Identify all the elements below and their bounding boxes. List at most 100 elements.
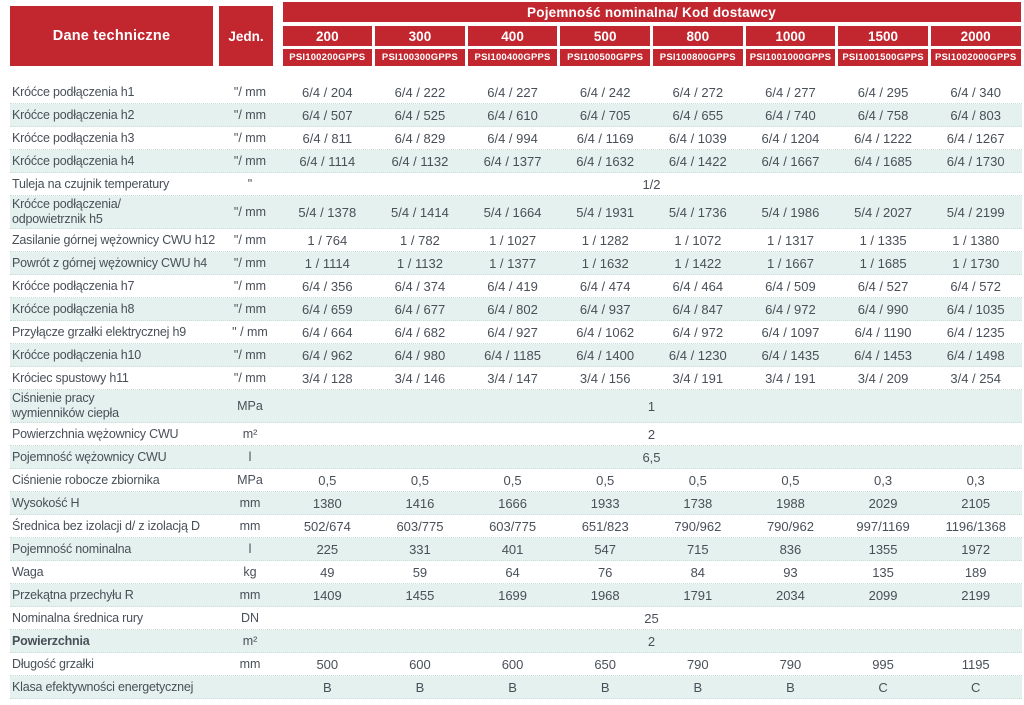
row-value: 6/4 / 277 <box>765 84 816 100</box>
row-value: 2034 <box>775 587 805 603</box>
table-row: Ciśnienie robocze zbiornika MPa 0,5 0,5 0,5 0… <box>10 469 1022 492</box>
row-value: 1196/1368 <box>945 518 1006 534</box>
row-value: 790 <box>686 656 709 672</box>
row-unit: "/ mm <box>233 205 267 219</box>
row-unit: "/ mm <box>233 108 267 122</box>
row-unit: l <box>248 542 252 556</box>
row-value: 1791 <box>683 587 713 603</box>
row-value: 6/4 / 682 <box>394 324 446 340</box>
table-row: Pojemność wężownicy CWU l 6,5 <box>10 446 1022 469</box>
product-column: 800 PSI100800GPPS <box>653 26 743 66</box>
row-label: Króćce podłączenia h1 <box>12 84 135 99</box>
row-value: 6/4 / 1062 <box>576 324 635 340</box>
row-unit: "/ mm <box>233 348 267 362</box>
row-value: 6/4 / 1097 <box>761 324 820 340</box>
row-value: 1 / 1335 <box>859 232 907 248</box>
row-unit: mm <box>239 588 261 602</box>
row-value: 6/4 / 374 <box>394 278 446 294</box>
row-value: 5/4 / 1664 <box>483 204 542 220</box>
row-unit: "/ mm <box>233 279 267 293</box>
row-value: 651/823 <box>581 518 629 534</box>
row-unit: m² <box>242 427 258 441</box>
table-row: Klasa efektywności energetycznej B B B B B B C C <box>10 676 1022 699</box>
row-value: 1455 <box>405 587 435 603</box>
row-value: 6/4 / 1498 <box>946 347 1005 363</box>
row-unit: MPa <box>237 399 263 413</box>
row-value: 6/4 / 1222 <box>854 130 912 146</box>
row-value: 6/4 / 1169 <box>576 130 634 146</box>
row-value: 1 / 1377 <box>489 255 537 271</box>
row-value: 6/4 / 758 <box>857 107 909 123</box>
row-unit: "/ mm <box>233 154 267 168</box>
row-value: B <box>786 679 795 695</box>
row-label: Waga <box>12 564 44 579</box>
table-row: Powrót z górnej wężownicy CWU h4 "/ mm 1 /… <box>10 252 1022 275</box>
row-unit: " / mm <box>232 325 268 339</box>
row-value: 84 <box>690 564 706 580</box>
row-value: 6/4 / 1035 <box>946 301 1005 317</box>
table-row: Króćce podłączenia h7 "/ mm 6/4 / 356 6/4 /… <box>10 275 1022 298</box>
table-row: Zasilanie górnej wężownicy CWU h12 "/ mm 1… <box>10 229 1022 252</box>
row-value: 6/4 / 356 <box>302 278 353 294</box>
row-value: 1699 <box>498 587 528 603</box>
row-value: 6/4 / 927 <box>487 324 538 340</box>
row-span-value: 1/2 <box>642 176 661 192</box>
header-products: Pojemność nominalna/ Kod dostawcy 200 PSI… <box>281 2 1022 66</box>
row-value: 3/4 / 254 <box>950 370 1001 386</box>
row-value: 790/962 <box>766 518 814 534</box>
row-label: Króćce podłączenia h2 <box>12 107 135 122</box>
table-row: Długość grzałki mm 500 600 600 650 790 790 995 11… <box>10 653 1022 676</box>
product-column: 500 PSI100500GPPS <box>560 26 650 66</box>
row-value: 6/4 / 847 <box>672 301 724 317</box>
table-row: Nominalna średnica rury DN 25 <box>10 607 1022 630</box>
row-value: 2029 <box>868 495 898 511</box>
row-value: 49 <box>320 564 335 580</box>
row-value: 6/4 / 677 <box>394 301 446 317</box>
row-label: Króciec spustowy h11 <box>12 370 129 385</box>
table-row: Przekątna przechyłu R mm 1409 1455 1699 1968 1… <box>10 584 1022 607</box>
row-value: 6/4 / 222 <box>394 84 446 100</box>
row-value: 0,5 <box>596 472 615 488</box>
row-label: Przyłącze grzałki elektrycznej h9 <box>12 324 187 339</box>
row-value: 6/4 / 464 <box>672 278 724 294</box>
row-unit: "/ mm <box>233 256 267 270</box>
row-value: 6/4 / 1685 <box>854 153 912 169</box>
row-unit: mm <box>239 657 261 671</box>
row-label: Powrót z górnej wężownicy CWU h4 <box>12 255 208 270</box>
row-value: 603/775 <box>396 518 444 534</box>
product-code-label: PSI1002000GPPS <box>930 49 1021 66</box>
row-value: 1738 <box>683 495 713 511</box>
row-value: 600 <box>409 656 431 672</box>
product-code-label: PSI1001000GPPS <box>745 49 836 66</box>
row-value: 3/4 / 146 <box>394 370 446 386</box>
row-value: 1666 <box>498 495 528 511</box>
row-value: 1 / 1667 <box>766 255 814 271</box>
product-code-label: PSI100200GPPS <box>282 49 373 66</box>
row-value: 1972 <box>961 541 991 557</box>
row-value: 1416 <box>405 495 435 511</box>
header-dane-techniczne: Dane techniczne <box>10 6 213 66</box>
row-unit: "/ mm <box>233 131 267 145</box>
product-columns: 200 PSI100200GPPS 300 PSI100300GPPS 400 PSI10… <box>281 26 1022 66</box>
row-value: 2105 <box>961 495 991 511</box>
row-value: 6/4 / 340 <box>950 84 1001 100</box>
row-value: 76 <box>597 564 613 580</box>
row-value: 1409 <box>312 587 342 603</box>
row-value: 1 / 1380 <box>952 232 1000 248</box>
row-value: 401 <box>501 541 524 557</box>
row-value: 0,5 <box>503 472 522 488</box>
product-size-label: 200 <box>282 26 373 46</box>
table-row: Waga kg 49 59 64 76 84 93 135 189 <box>10 561 1022 584</box>
row-label: Króćce podłączenia h4 <box>12 153 135 168</box>
product-column: 1500 PSI1001500GPPS <box>838 26 928 66</box>
row-value: 6/4 / 227 <box>487 84 538 100</box>
row-value: B <box>508 679 517 695</box>
table-row: Króćce podłączenia h1 "/ mm 6/4 / 204 6/4 /… <box>10 81 1022 104</box>
product-code-label: PSI100300GPPS <box>375 49 465 66</box>
row-label: Króćce podłączenia h8 <box>12 301 135 316</box>
row-value: 225 <box>316 541 339 557</box>
row-value: 5/4 / 1931 <box>576 204 635 220</box>
row-value: 1380 <box>312 495 342 511</box>
row-value: 6/4 / 572 <box>950 278 1001 294</box>
product-code-label: PSI100800GPPS <box>653 49 743 66</box>
